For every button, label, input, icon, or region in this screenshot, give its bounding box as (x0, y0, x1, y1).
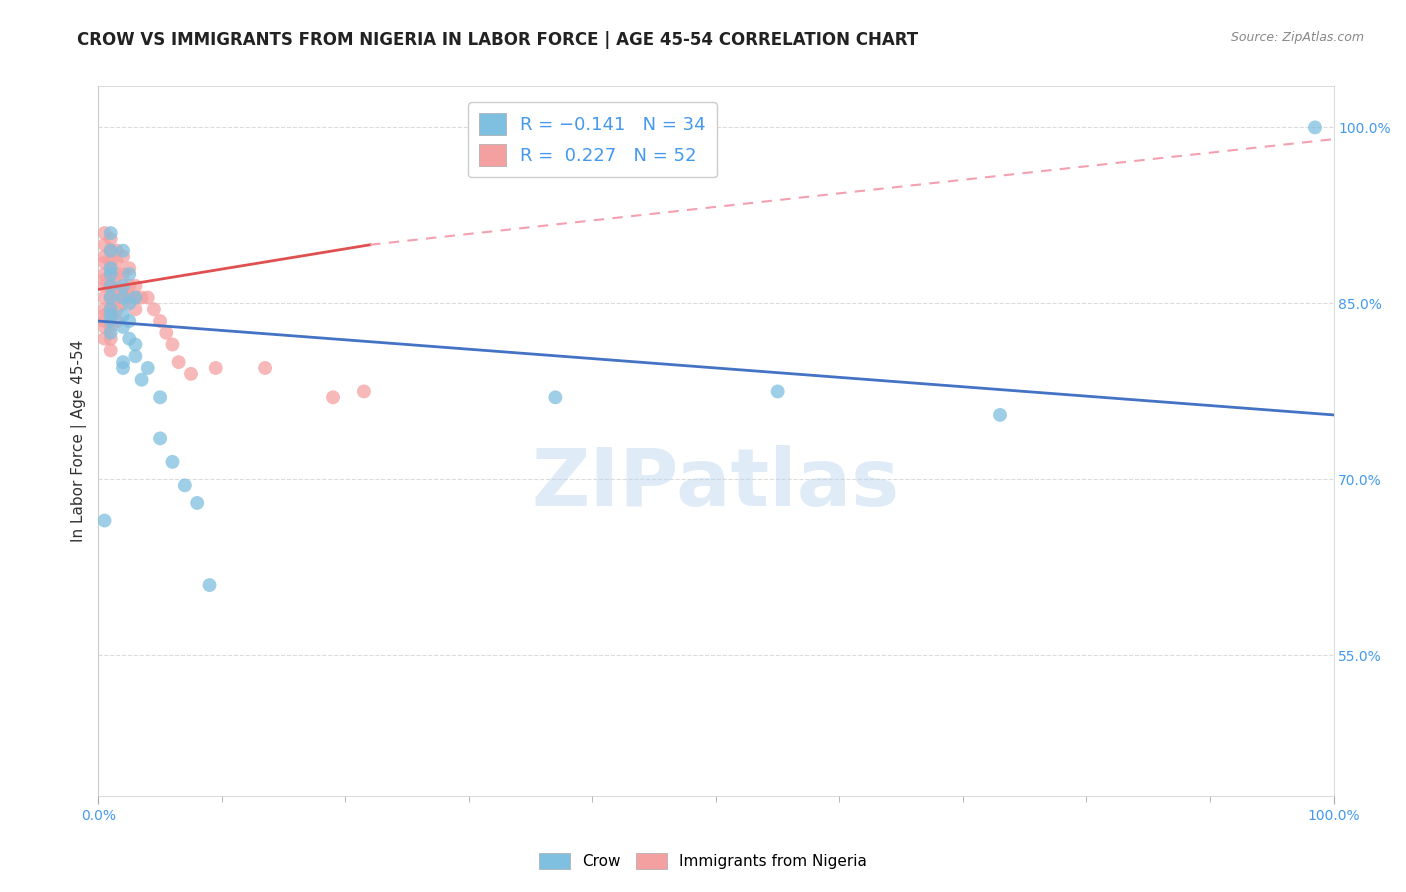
Point (1303, 120, 1326, 135)
Point (124, 278, 146, 293)
Point (167, 355, 190, 369)
Point (149, 314, 172, 328)
Point (100, 343, 122, 358)
Point (118, 278, 141, 293)
Point (100, 308, 122, 322)
Point (105, 267, 128, 281)
Point (124, 349, 146, 363)
Point (100, 308, 122, 322)
Point (105, 244, 128, 258)
Point (100, 255, 122, 269)
Point (112, 308, 135, 322)
Point (100, 314, 122, 328)
Point (155, 326, 177, 340)
Point (100, 278, 122, 293)
Point (93, 226, 115, 240)
Point (180, 367, 202, 381)
Point (93, 255, 115, 269)
Point (112, 319, 135, 334)
Point (112, 355, 135, 369)
Legend: R = −0.141   N = 34, R =  0.227   N = 52: R = −0.141 N = 34, R = 0.227 N = 52 (468, 103, 717, 178)
Point (93, 514, 115, 528)
Point (93, 314, 115, 328)
Point (100, 244, 122, 258)
Point (766, 384, 789, 399)
Point (131, 291, 153, 305)
Point (118, 314, 141, 328)
Point (93, 278, 115, 293)
Point (93, 302, 115, 317)
Point (124, 302, 146, 317)
Point (112, 267, 135, 281)
Point (988, 408, 1011, 422)
Point (112, 291, 135, 305)
Point (105, 314, 128, 328)
Point (105, 291, 128, 305)
Y-axis label: In Labor Force | Age 45-54: In Labor Force | Age 45-54 (72, 340, 87, 542)
Point (100, 261, 122, 276)
Point (100, 319, 122, 334)
Point (136, 291, 159, 305)
Point (93, 250, 115, 264)
Point (100, 332, 122, 346)
Point (93, 332, 115, 346)
Point (173, 478, 195, 492)
Point (162, 455, 184, 469)
Point (353, 384, 375, 399)
Point (100, 291, 122, 305)
Point (142, 302, 165, 317)
Point (100, 302, 122, 317)
Point (93, 291, 115, 305)
Point (149, 390, 172, 404)
Point (105, 278, 128, 293)
Point (124, 291, 146, 305)
Point (100, 291, 122, 305)
Point (112, 244, 135, 258)
Point (149, 431, 172, 445)
Point (204, 361, 226, 376)
Text: Source: ZipAtlas.com: Source: ZipAtlas.com (1230, 31, 1364, 45)
Point (93, 237, 115, 252)
Text: ZIPatlas: ZIPatlas (531, 445, 900, 523)
Point (100, 267, 122, 281)
Point (112, 361, 135, 376)
Point (118, 296, 141, 310)
Point (118, 267, 141, 281)
Point (544, 390, 567, 404)
Point (93, 267, 115, 281)
Point (112, 296, 135, 310)
Point (118, 291, 141, 305)
Point (186, 496, 208, 510)
Point (254, 361, 277, 376)
Legend: Crow, Immigrants from Nigeria: Crow, Immigrants from Nigeria (533, 847, 873, 875)
Point (93, 273, 115, 287)
Point (162, 337, 184, 351)
Point (124, 337, 146, 351)
Point (100, 226, 122, 240)
Point (100, 326, 122, 340)
Point (105, 255, 128, 269)
Point (100, 232, 122, 246)
Point (118, 332, 141, 346)
Point (198, 578, 221, 592)
Point (112, 285, 135, 299)
Point (100, 267, 122, 281)
Point (322, 390, 344, 404)
Point (112, 278, 135, 293)
Point (136, 361, 159, 376)
Text: CROW VS IMMIGRANTS FROM NIGERIA IN LABOR FORCE | AGE 45-54 CORRELATION CHART: CROW VS IMMIGRANTS FROM NIGERIA IN LABOR… (77, 31, 918, 49)
Point (93, 319, 115, 334)
Point (100, 278, 122, 293)
Point (124, 291, 146, 305)
Point (118, 261, 141, 276)
Point (131, 373, 153, 387)
Point (100, 244, 122, 258)
Point (100, 302, 122, 317)
Point (105, 302, 128, 317)
Point (93, 308, 115, 322)
Point (112, 250, 135, 264)
